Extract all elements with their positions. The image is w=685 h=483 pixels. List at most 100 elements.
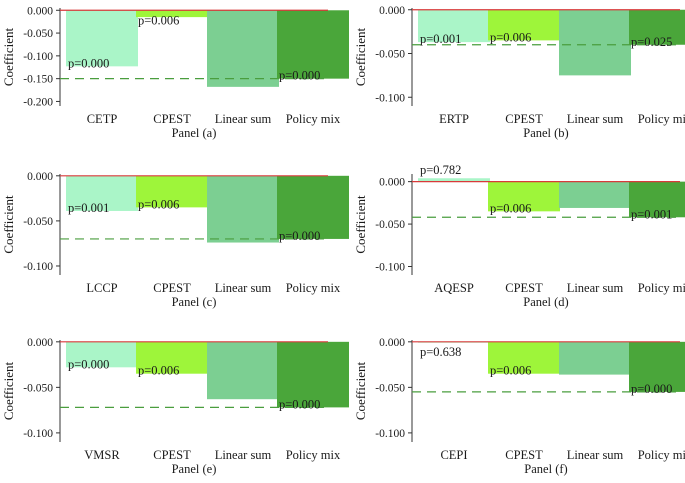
p-value-label: p=0.006 <box>490 201 531 215</box>
p-value-label: p=0.000 <box>279 229 320 243</box>
bar <box>488 341 560 374</box>
x-category-label: CPEST <box>153 448 191 462</box>
p-value-label: p=0.006 <box>138 364 179 378</box>
bar <box>207 341 279 400</box>
panel-label: Panel (b) <box>523 126 568 140</box>
p-value-label: p=0.025 <box>631 35 672 49</box>
x-category-label: Linear sum <box>567 448 624 462</box>
x-category-label: Linear sum <box>567 281 624 295</box>
bar <box>66 341 138 368</box>
y-axis-title: Coefficient <box>353 195 368 254</box>
p-value-label: p=0.000 <box>279 69 320 83</box>
bar <box>629 341 685 392</box>
x-category-label: Linear sum <box>215 112 272 126</box>
bar <box>136 175 208 208</box>
bar <box>277 10 349 79</box>
panel-label: Panel (d) <box>523 295 568 309</box>
p-value-label: p=0.000 <box>68 56 109 70</box>
bar <box>629 9 685 45</box>
bar <box>559 341 631 375</box>
y-tick-label: -0.100 <box>375 92 405 104</box>
panel-f: 0.000 -0.050 -0.100 Coefficient p=0.638 p=0.0… <box>353 337 685 476</box>
y-tick-label: -0.050 <box>375 382 405 394</box>
bar <box>418 9 490 43</box>
bar <box>207 10 279 87</box>
bar <box>559 181 631 208</box>
x-category-label: CPEST <box>153 112 191 126</box>
x-category-label: AQESP <box>434 281 474 295</box>
y-tick-label: -0.100 <box>375 428 405 440</box>
bar <box>559 9 631 76</box>
bar <box>136 341 208 374</box>
y-axis-title: Coefficient <box>1 361 16 420</box>
bar <box>418 178 490 182</box>
p-value-label: p=0.000 <box>68 357 109 371</box>
p-value-label: p=0.006 <box>138 197 179 211</box>
y-axis-title: Coefficient <box>1 195 16 254</box>
p-value-label: p=0.000 <box>279 397 320 411</box>
x-category-label: CETP <box>87 112 118 126</box>
x-category-label: CEPI <box>440 448 467 462</box>
bar <box>66 175 138 211</box>
p-value-label: p=0.782 <box>420 163 461 177</box>
x-category-label: Policy mix <box>638 448 685 462</box>
y-tick-label: -0.100 <box>23 261 53 273</box>
bar <box>629 181 685 218</box>
p-value-label: p=0.006 <box>138 13 179 27</box>
panel-e: 0.000 -0.050 -0.100 Coefficient p=0.000 p=0.0… <box>1 337 349 476</box>
x-category-label: Policy mix <box>638 281 685 295</box>
p-value-label: p=0.001 <box>420 32 461 46</box>
panel-a: 0.000 -0.050 -0.100 -0.150 -0.200 Coefficient… <box>1 5 349 140</box>
y-axis-title: Coefficient <box>353 27 368 86</box>
y-tick-label: -0.050 <box>23 216 53 228</box>
y-tick-label: 0.000 <box>379 337 405 349</box>
y-tick-label: -0.100 <box>23 51 53 63</box>
y-tick-label: 0.000 <box>379 5 405 17</box>
x-category-label: CPEST <box>153 281 191 295</box>
panel-label: Panel (e) <box>172 462 217 476</box>
panel-label: Panel (f) <box>524 462 567 476</box>
x-category-label: CPEST <box>505 448 543 462</box>
bar <box>136 10 208 18</box>
p-value-label: p=0.638 <box>420 345 461 359</box>
panel-label: Panel (c) <box>172 295 217 309</box>
y-tick-label: -0.100 <box>23 428 53 440</box>
y-tick-label: -0.050 <box>375 219 405 231</box>
panel-c: 0.000 -0.050 -0.100 Coefficient p=0.001 p=0.0… <box>1 171 349 309</box>
bar <box>277 175 349 239</box>
y-tick-label: -0.050 <box>375 49 405 61</box>
panel-label: Panel (a) <box>172 126 217 140</box>
bar <box>277 341 349 408</box>
x-category-label: CPEST <box>505 281 543 295</box>
x-category-label: CPEST <box>505 112 543 126</box>
y-tick-label: 0.000 <box>27 5 53 17</box>
panel-b: 0.000 -0.050 -0.100 Coefficient p=0.001 p=0.0… <box>353 5 685 140</box>
y-axis-title: Coefficient <box>1 27 16 86</box>
bar <box>488 9 560 41</box>
x-category-label: Policy mix <box>286 281 341 295</box>
y-tick-label: 0.000 <box>379 177 405 189</box>
x-category-label: ERTP <box>439 112 469 126</box>
y-tick-label: -0.200 <box>23 96 53 108</box>
y-tick-label: 0.000 <box>27 171 53 183</box>
p-value-label: p=0.001 <box>68 201 109 215</box>
x-category-label: VMSR <box>84 448 120 462</box>
y-axis-title: Coefficient <box>353 361 368 420</box>
y-tick-label: -0.050 <box>23 382 53 394</box>
x-category-label: Policy mix <box>638 112 685 126</box>
x-category-label: LCCP <box>86 281 117 295</box>
p-value-label: p=0.006 <box>490 30 531 44</box>
x-category-label: Policy mix <box>286 448 341 462</box>
bar <box>66 10 138 67</box>
x-category-label: Linear sum <box>215 448 272 462</box>
x-category-label: Linear sum <box>567 112 624 126</box>
bar <box>488 181 560 212</box>
y-tick-label: -0.050 <box>23 28 53 40</box>
p-value-label: p=0.000 <box>631 382 672 396</box>
p-value-label: p=0.001 <box>631 207 672 221</box>
x-category-label: Policy mix <box>286 112 341 126</box>
panel-d: 0.000 -0.050 -0.100 Coefficient p=0.782 p=0.0… <box>353 163 685 309</box>
y-tick-label: 0.000 <box>27 337 53 349</box>
x-category-label: Linear sum <box>215 281 272 295</box>
